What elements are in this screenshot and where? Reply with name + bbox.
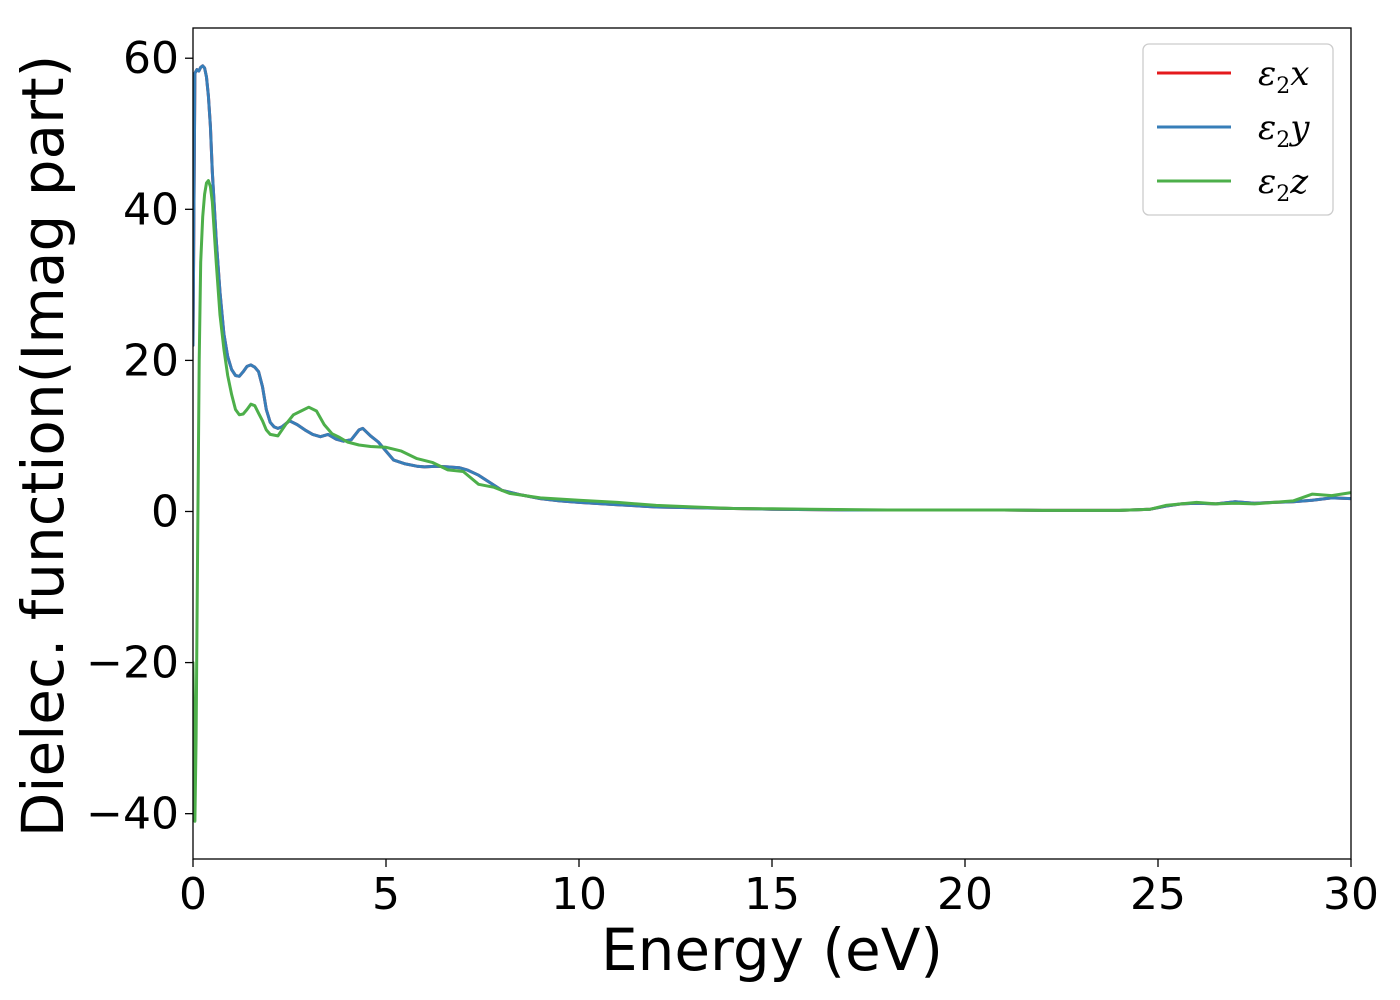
x-tick-label: 0 bbox=[179, 869, 207, 920]
y-tick-label: −40 bbox=[86, 789, 179, 840]
y-tick-label: 60 bbox=[123, 33, 179, 84]
x-tick-label: 10 bbox=[551, 869, 607, 920]
x-tick-label: 5 bbox=[372, 869, 400, 920]
y-axis-title: Dielec. function(Imag part) bbox=[9, 55, 77, 838]
x-axis: 0 5 10 15 20 25 30 bbox=[179, 859, 1379, 920]
series-line-z bbox=[193, 179, 1351, 823]
legend-label-z: ε2z bbox=[1258, 162, 1309, 207]
legend-label-x: ε2x bbox=[1258, 54, 1309, 99]
y-tick-label: 20 bbox=[123, 335, 179, 386]
y-axis: −40 −20 0 20 40 60 bbox=[86, 33, 193, 840]
x-tick-label: 15 bbox=[744, 869, 800, 920]
y-tick-label: −20 bbox=[86, 638, 179, 689]
x-tick-label: 30 bbox=[1323, 869, 1379, 920]
series-layer bbox=[193, 64, 1351, 823]
x-tick-label: 25 bbox=[1130, 869, 1186, 920]
legend-frame bbox=[1142, 43, 1334, 216]
legend-label-y: ε2y bbox=[1258, 108, 1310, 153]
y-tick-label: 0 bbox=[151, 486, 179, 537]
x-tick-label: 20 bbox=[937, 869, 993, 920]
x-axis-title: Energy (eV) bbox=[601, 916, 943, 984]
legend: ε2x ε2y ε2z bbox=[1142, 43, 1334, 216]
y-tick-label: 40 bbox=[123, 184, 179, 235]
